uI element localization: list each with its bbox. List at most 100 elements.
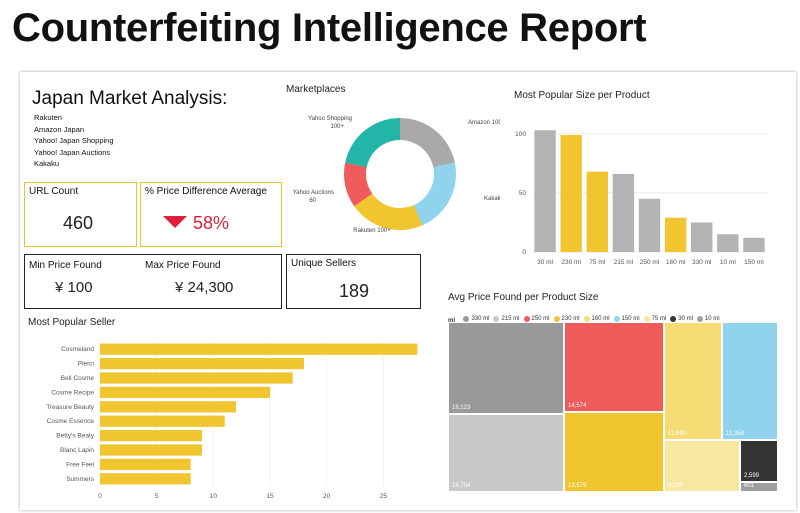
legend-label: 330 ml [471, 316, 490, 322]
x-tick-label: 0 [98, 493, 102, 500]
size-bar[interactable] [612, 174, 635, 252]
seller-bar[interactable] [100, 444, 202, 456]
url-count-label: URL Count [29, 186, 79, 197]
legend-label: 250 ml [531, 316, 550, 322]
legend-item[interactable]: 30 ml [670, 316, 693, 322]
legend-label: 230 ml [561, 316, 580, 322]
seller-bar[interactable] [100, 401, 236, 413]
legend-item[interactable]: 75 ml [643, 316, 667, 322]
legend-label: 30 ml [678, 316, 693, 322]
x-tick-label: 150 ml [744, 259, 764, 266]
treemap-tile[interactable]: 18,123 [448, 322, 564, 414]
x-tick-label: 5 [155, 493, 159, 500]
x-tick-label: 215 ml [614, 259, 634, 266]
treemap-value-label: 18,123 [452, 405, 471, 411]
marketplace-item: Kakaku [34, 159, 60, 168]
treemap-tile[interactable]: 13,579 [564, 412, 664, 492]
legend-item[interactable]: 230 ml [553, 316, 580, 322]
x-tick-label: 75 ml [589, 259, 605, 266]
treemap-tile[interactable]: 8,230 [664, 440, 740, 492]
avg-price-title: Avg Price Found per Product Size [448, 292, 599, 303]
marketplace-item: Amazon Japan [34, 124, 85, 134]
legend-dot-icon [670, 316, 677, 322]
seller-bar[interactable] [100, 429, 202, 442]
marketplace-item: Rakuten [34, 113, 62, 122]
donut-slice[interactable] [345, 118, 400, 168]
treemap-tile[interactable]: 14,574 [564, 322, 664, 412]
treemap-value-label: 601 [744, 483, 755, 489]
unique-sellers-value: 189 [339, 281, 370, 301]
seller-bar[interactable] [100, 458, 191, 471]
treemap-tile[interactable]: 601 [740, 482, 778, 492]
seller-label: Blanc Lapin [60, 447, 94, 454]
legend-item[interactable]: 215 ml [493, 316, 520, 322]
legend-item[interactable]: 10 ml [696, 316, 720, 322]
donut-label: Amazon 100+ [468, 120, 500, 126]
size-bar[interactable] [664, 217, 687, 252]
seller-bar[interactable] [100, 357, 304, 370]
x-tick-label: 30 ml [537, 259, 553, 266]
price-difference-card[interactable]: % Price Difference Average 58% [140, 182, 282, 247]
unique-sellers-card[interactable]: Unique Sellers 189 [286, 254, 421, 309]
legend-label: 160 ml [591, 316, 610, 322]
legend-dot-icon [583, 316, 590, 322]
x-tick-label: 230 ml [561, 259, 581, 266]
price-difference-value: 58% [193, 213, 230, 233]
seller-bar[interactable] [100, 386, 270, 399]
size-bar[interactable] [638, 198, 661, 252]
price-range-card[interactable]: Min Price Found ¥ 100 Max Price Found ¥ … [24, 254, 282, 309]
treemap-tile[interactable]: 11,358 [722, 322, 778, 440]
donut-slice[interactable] [413, 162, 456, 226]
max-price-label: Max Price Found [145, 260, 221, 271]
seller-bar[interactable] [100, 473, 191, 485]
donut-label: Yahoo Shopping 100+ [308, 116, 352, 130]
x-tick-label: 160 ml [666, 259, 686, 266]
seller-label: Summers [66, 476, 95, 483]
donut-slice[interactable] [344, 162, 373, 207]
seller-bar[interactable] [100, 372, 293, 384]
seller-bar[interactable] [100, 415, 225, 427]
seller-bar[interactable] [100, 343, 418, 355]
legend-dot-icon [643, 316, 650, 322]
size-bar[interactable] [743, 237, 765, 252]
seller-label: Bell Cosme [61, 375, 95, 382]
legend-item[interactable]: 330 ml [463, 316, 489, 322]
size-bar[interactable] [586, 171, 608, 252]
min-price-value: ¥ 100 [55, 279, 93, 296]
donut-label: Yahoo Auctions 60 [293, 190, 334, 204]
popular-size-chart[interactable]: 0 50 100 30 ml 230 ml 75 ml 215 ml 250 ml 160 ml… [504, 112, 774, 272]
legend-item[interactable]: 150 ml [613, 316, 640, 322]
y-tick-label: 100 [515, 131, 526, 138]
size-bar[interactable] [534, 130, 556, 252]
donut-slice[interactable] [400, 118, 455, 168]
legend-item[interactable]: 250 ml [523, 316, 550, 322]
legend-dot-icon [493, 316, 500, 322]
x-tick-label: 10 [210, 493, 218, 500]
legend-dot-icon [463, 316, 470, 322]
seller-label: Pierci [78, 361, 94, 368]
marketplaces-chart[interactable]: Amazon 100+ Kakaku 100+ Rakuten 100+ Yahoo … [280, 102, 500, 252]
treemap-tile[interactable]: 14,704 [448, 414, 564, 492]
treemap-tile[interactable]: 11,690 [664, 322, 722, 440]
treemap-value-label: 14,704 [452, 483, 471, 489]
x-tick-label: 15 [266, 493, 274, 500]
legend-item[interactable]: 160 ml [583, 316, 610, 322]
legend-label: 10 ml [704, 316, 720, 322]
popular-size-title: Most Popular Size per Product [514, 90, 650, 101]
treemap-tile[interactable]: 2,599 [740, 440, 778, 482]
seller-label: Cosme Essence [47, 418, 95, 425]
avg-price-treemap[interactable]: 18,123 14,704 14,574 13,579 11,690 11,358 8,23… [448, 322, 778, 492]
legend-label: 75 ml [651, 316, 667, 322]
x-tick-label: 25 [380, 493, 388, 500]
donut-slice[interactable] [354, 193, 423, 231]
treemap-value-label: 11,358 [726, 431, 744, 437]
size-bar[interactable] [560, 135, 582, 252]
size-bar[interactable] [717, 234, 739, 252]
url-count-value: 460 [63, 213, 94, 233]
legend-label: 215 ml [501, 316, 520, 322]
size-bar[interactable] [691, 222, 713, 252]
url-count-card[interactable]: URL Count 460 [24, 182, 137, 247]
popular-seller-chart[interactable]: 051015202530CosmelandPierciBell CosmeCos… [24, 334, 434, 506]
x-tick-label: 10 ml [720, 259, 736, 266]
down-arrow-icon [163, 216, 187, 228]
